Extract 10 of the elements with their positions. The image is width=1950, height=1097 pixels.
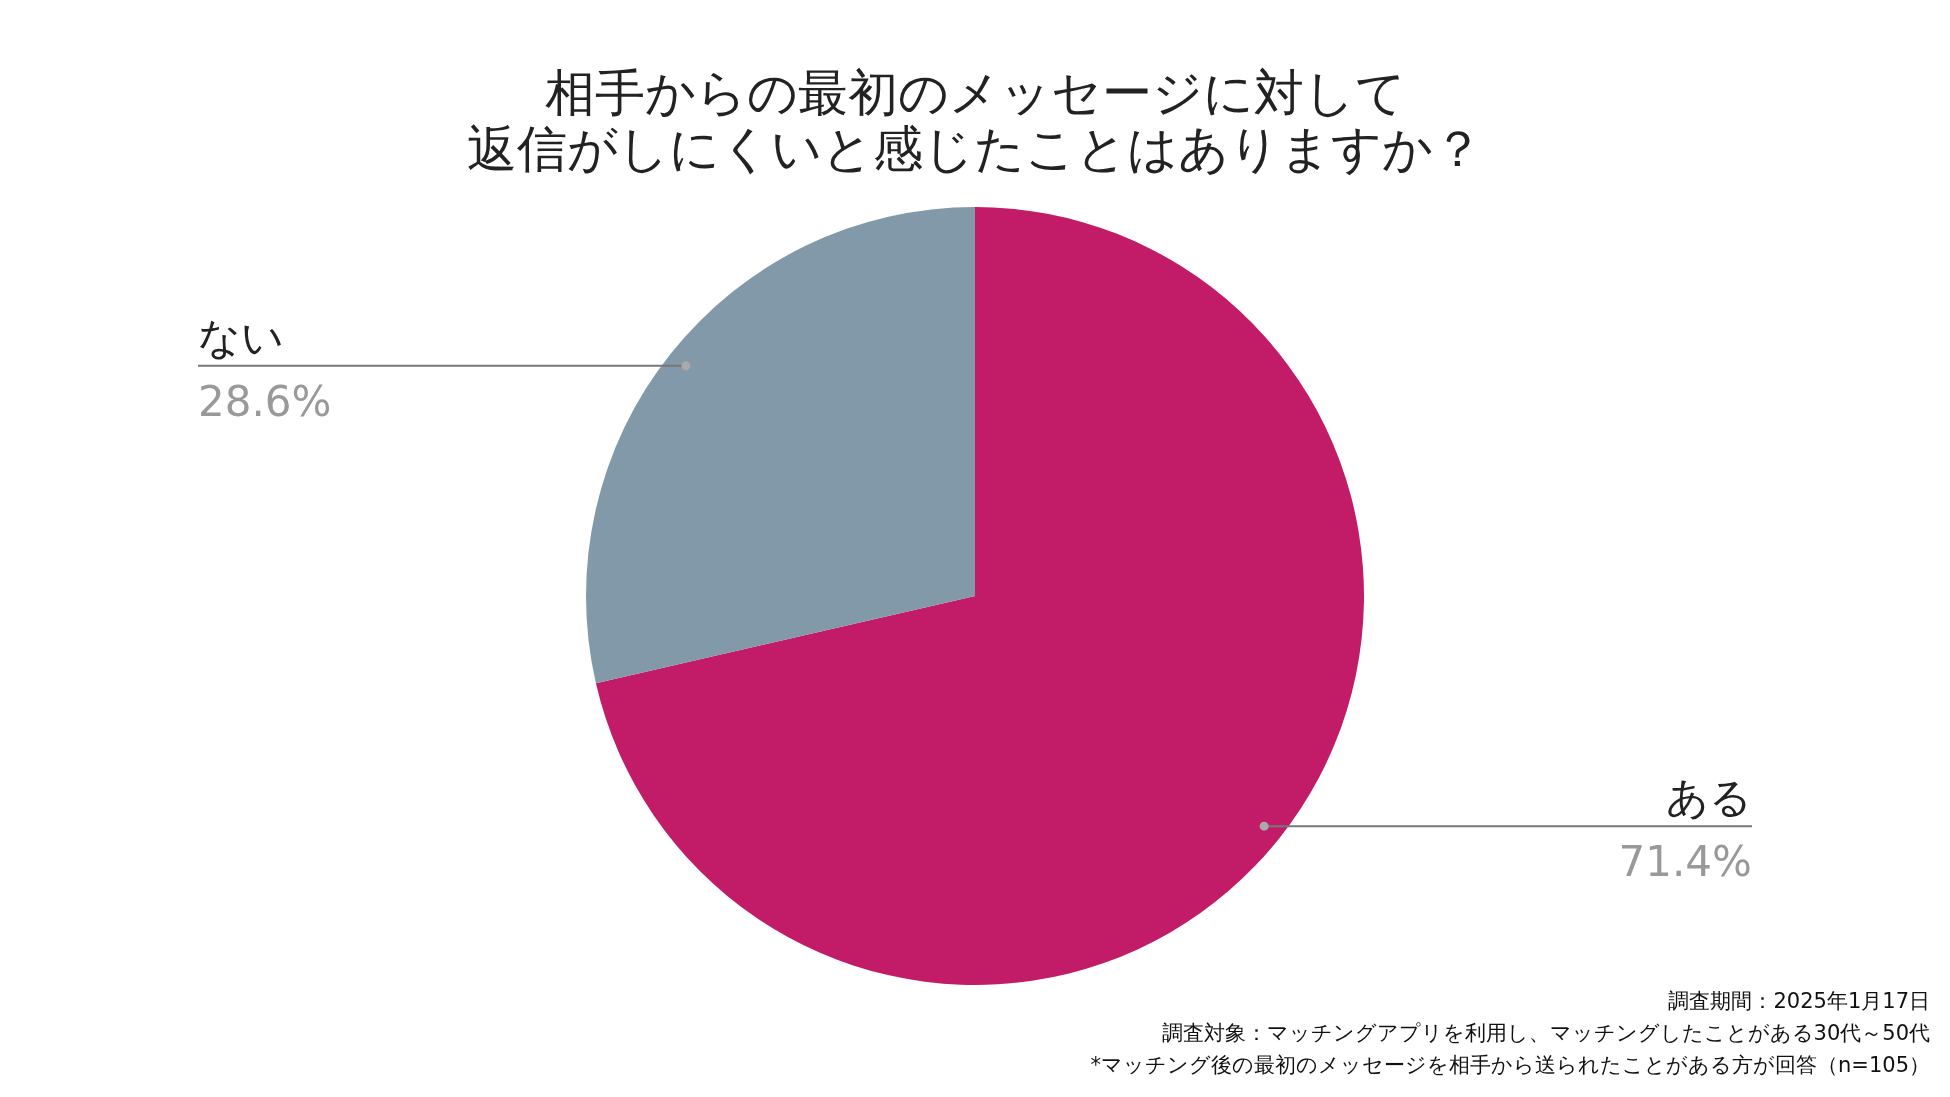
text: *マッチング後の最初のメッセージを相手から送られたことがある方が回答（n=105）: [1090, 1053, 1930, 1077]
text: 調査期間：2025年1月17日: [1668, 989, 1930, 1013]
pie-slice: [595, 207, 1364, 985]
data-label: 28.6%: [198, 376, 332, 426]
pie-slice: [586, 207, 975, 684]
chart-title: 相手からの最初のメッセージに対して返信がしにくいと感じたことはありますか？: [467, 64, 1483, 178]
data-label: 71.4%: [1618, 837, 1752, 887]
text: 調査対象：マッチングアプリを利用し、マッチングしたことがある30代～50代: [1161, 1021, 1930, 1045]
slice-label: ある: [1666, 773, 1752, 823]
slice-label: ない: [198, 312, 284, 362]
